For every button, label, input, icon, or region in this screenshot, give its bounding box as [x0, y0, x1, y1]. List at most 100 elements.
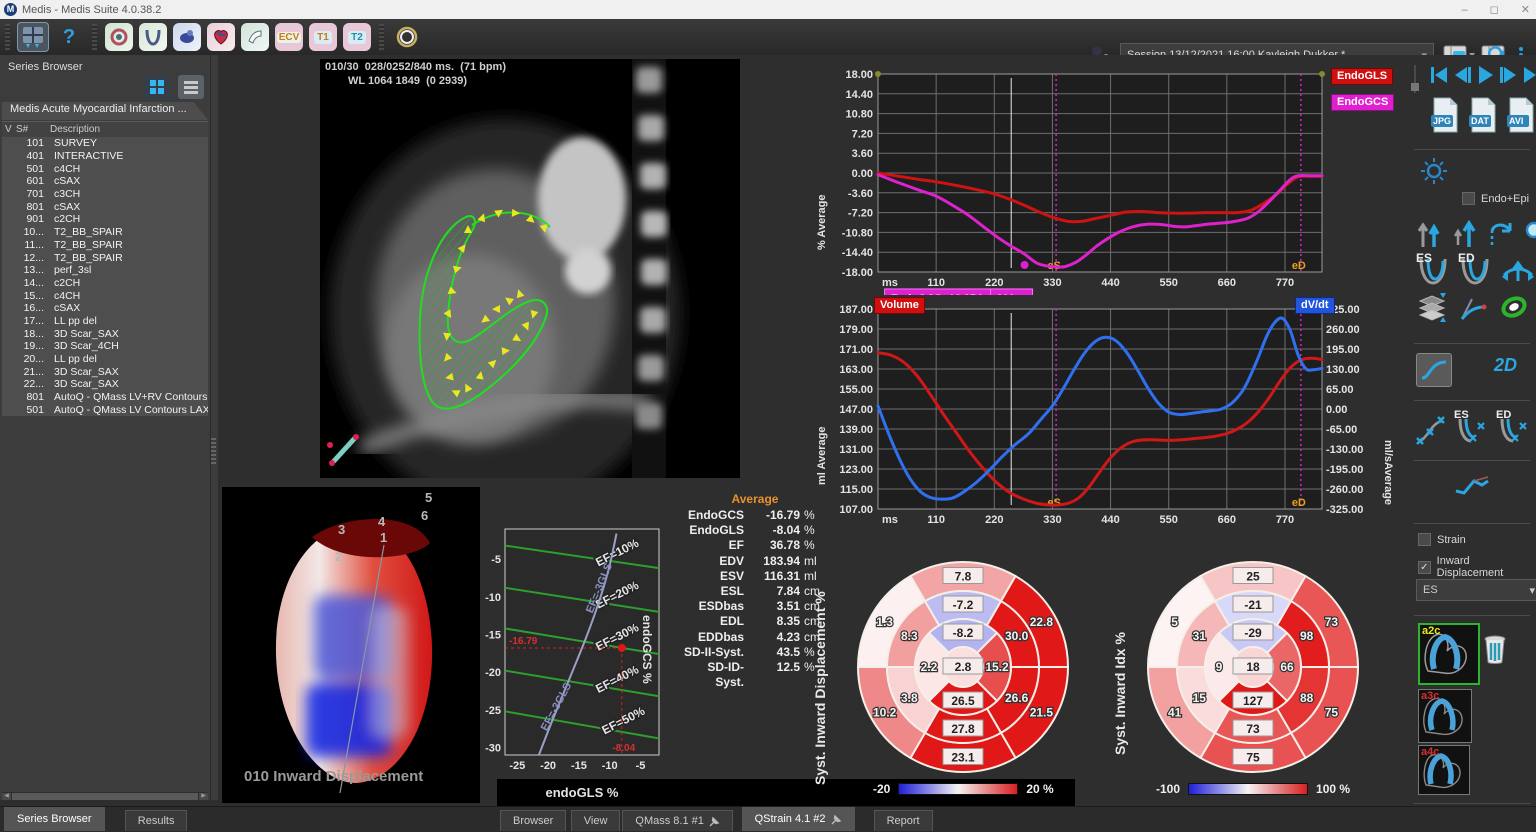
- inward-displacement-checkbox[interactable]: ✓: [1418, 561, 1431, 574]
- series-row[interactable]: 501AutoQ - QMass LV Contours LAX ...: [2, 403, 208, 416]
- first-frame-button[interactable]: [1430, 65, 1449, 85]
- layers-icon[interactable]: [1416, 291, 1448, 323]
- model-3d-viewport[interactable]: 123456 010 Inward Displacement: [222, 487, 480, 803]
- t1-app-icon[interactable]: T1: [309, 23, 337, 51]
- tracked-points-icon[interactable]: [1416, 413, 1446, 447]
- previous-frame-button[interactable]: [1453, 65, 1472, 85]
- bullseye-displacement[interactable]: 7.822.821.523.110.21.3-7.230.026.627.83.…: [851, 555, 1075, 779]
- volume-series-chip[interactable]: Volume: [874, 297, 925, 314]
- panel-tab-series-browser[interactable]: Series Browser: [4, 807, 105, 831]
- bullseye-idx[interactable]: 25737575415-219888731531-2966127918: [1141, 555, 1365, 779]
- help-button[interactable]: ?: [53, 22, 85, 52]
- pin-icon[interactable]: [831, 814, 842, 825]
- cardiac-app-icon-5[interactable]: [241, 23, 269, 51]
- es-points-button[interactable]: ES: [1454, 411, 1488, 448]
- series-row[interactable]: 501c4CH: [2, 162, 208, 175]
- retrack-icon[interactable]: [1486, 219, 1514, 249]
- ellipse-roi-icon[interactable]: [1498, 291, 1530, 323]
- export-dat-button[interactable]: DAT: [1468, 97, 1496, 138]
- ecv-app-icon[interactable]: ECV: [275, 23, 303, 51]
- pin-icon[interactable]: [709, 816, 720, 827]
- ed-points-button[interactable]: ED: [1496, 411, 1530, 448]
- strain-toggle[interactable]: Strain: [1418, 533, 1466, 546]
- t2-app-icon[interactable]: T2: [343, 23, 371, 51]
- grid-view-button[interactable]: [144, 75, 170, 99]
- series-row[interactable]: 22...3D Scar_SAX: [2, 378, 208, 391]
- next-frame-button[interactable]: [1499, 65, 1518, 85]
- series-row[interactable]: 11...T2_BB_SPAIR: [2, 239, 208, 252]
- go-to-es-button[interactable]: ES: [1416, 253, 1450, 290]
- series-row[interactable]: 701c3CH: [2, 188, 208, 201]
- export-avi-button[interactable]: AVI: [1506, 97, 1534, 138]
- endo-epi-toggle[interactable]: Endo+Epi: [1462, 192, 1529, 205]
- last-frame-button[interactable]: [1522, 65, 1536, 85]
- series-row[interactable]: 801cSAX: [2, 200, 208, 213]
- panel-tab-results[interactable]: Results: [125, 810, 188, 831]
- endo-epi-checkbox[interactable]: [1462, 192, 1475, 205]
- cardiac-app-icon-2[interactable]: [139, 23, 167, 51]
- horizontal-scrollbar[interactable]: ◀ ▶: [2, 792, 208, 801]
- series-row[interactable]: 15...c4CH: [2, 289, 208, 302]
- ef-scatter-chart[interactable]: -5-10-15-20-25-30-25-20-15-10-5endoGLS %…: [475, 515, 705, 807]
- play-button[interactable]: [1476, 65, 1495, 85]
- minimize-button[interactable]: –: [1462, 4, 1468, 16]
- series-row[interactable]: 16...cSAX: [2, 302, 208, 315]
- magnifier-icon[interactable]: [1523, 219, 1536, 249]
- phase-dropdown[interactable]: ES ▾: [1416, 579, 1536, 601]
- patient-tab[interactable]: Medis Acute Myocardial Infarction ...: [2, 102, 208, 120]
- view-thumbnail-a4c[interactable]: a4c: [1418, 745, 1470, 795]
- view-2d-button[interactable]: 2D: [1494, 355, 1517, 376]
- volume-chart[interactable]: 187.00179.00171.00163.00155.00147.00139.…: [822, 295, 1370, 533]
- restore-button[interactable]: ◻: [1490, 3, 1499, 16]
- go-to-ed-button[interactable]: ED: [1458, 253, 1492, 290]
- series-row[interactable]: 17...LL pp del: [2, 315, 208, 328]
- spread-contour-icon[interactable]: [1500, 255, 1536, 289]
- mri-viewport[interactable]: 010/30 028/0252/840 ms. (71 bpm) WL 1064…: [320, 59, 740, 478]
- series-row[interactable]: 21...3D Scar_SAX: [2, 365, 208, 378]
- layout-browser-button[interactable]: [17, 22, 49, 52]
- series-row[interactable]: 901c2CH: [2, 213, 208, 226]
- series-row[interactable]: 19...3D Scar_4CH: [2, 340, 208, 353]
- scrollbar-thumb[interactable]: [12, 793, 198, 800]
- pull-contours-icon[interactable]: [1416, 219, 1442, 249]
- cardiac-app-icon-3[interactable]: [173, 23, 201, 51]
- app-tab-qmass-8-1-1[interactable]: QMass 8.1 #1: [622, 810, 732, 831]
- legend-endogls[interactable]: EndoGLS: [1331, 68, 1393, 85]
- series-row[interactable]: 10...T2_BB_SPAIR: [2, 226, 208, 239]
- scroll-left-arrow[interactable]: ◀: [2, 793, 11, 800]
- legend-endogcs[interactable]: EndoGCS: [1331, 94, 1394, 111]
- scroll-right-arrow[interactable]: ▶: [199, 793, 208, 800]
- series-table-header[interactable]: V S# Description: [2, 121, 208, 138]
- series-row[interactable]: 12...T2_BB_SPAIR: [2, 251, 208, 264]
- splitter-grip[interactable]: [211, 438, 216, 464]
- curve-view-button[interactable]: [1416, 353, 1452, 387]
- ring-app-button[interactable]: [391, 22, 423, 52]
- app-tab-view[interactable]: View: [571, 810, 621, 831]
- delete-view-button[interactable]: [1482, 633, 1508, 665]
- close-button[interactable]: ✕: [1521, 3, 1530, 16]
- series-row[interactable]: 801AutoQ - QMass LV+RV Contours: [2, 391, 208, 404]
- export-jpg-button[interactable]: JPG: [1430, 97, 1458, 138]
- view-thumbnail-a3c[interactable]: a3c: [1418, 689, 1472, 743]
- series-row[interactable]: 101SURVEY: [2, 137, 208, 150]
- strain-chart[interactable]: 18.0014.4010.807.203.600.00-3.60-7.20-10…: [822, 60, 1370, 296]
- inward-displacement-toggle[interactable]: ✓ Inward Displacement: [1418, 555, 1536, 579]
- series-row[interactable]: 401INTERACTIVE: [2, 150, 208, 163]
- push-contours-icon[interactable]: [1451, 219, 1477, 249]
- brightness-button[interactable]: [1420, 157, 1448, 185]
- series-row[interactable]: 18...3D Scar_SAX: [2, 327, 208, 340]
- dvdt-series-chip[interactable]: dV/dt: [1295, 297, 1335, 314]
- cardiac-app-icon-1[interactable]: [105, 23, 133, 51]
- series-row[interactable]: 14...c2CH: [2, 277, 208, 290]
- cardiac-app-icon-4[interactable]: [207, 23, 235, 51]
- series-row[interactable]: 20...LL pp del: [2, 353, 208, 366]
- app-tab-qstrain-4-1-2[interactable]: QStrain 4.1 #2: [742, 807, 855, 831]
- curve-overlay-button[interactable]: [1454, 473, 1490, 499]
- app-tab-browser[interactable]: Browser: [500, 810, 566, 831]
- series-row[interactable]: 601cSAX: [2, 175, 208, 188]
- frame-slider[interactable]: [1410, 63, 1420, 95]
- list-view-button[interactable]: [178, 75, 204, 99]
- view-thumbnail-a2c[interactable]: a2c: [1418, 623, 1480, 685]
- app-tab-report[interactable]: Report: [874, 810, 933, 831]
- series-row[interactable]: 13...perf_3sl: [2, 264, 208, 277]
